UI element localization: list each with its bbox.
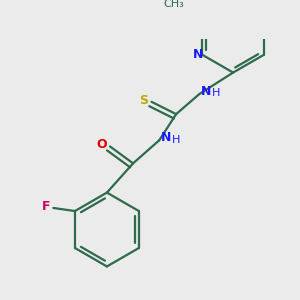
Text: CH₃: CH₃ — [163, 0, 184, 9]
Text: N: N — [193, 48, 203, 62]
Text: H: H — [172, 135, 180, 145]
Text: O: O — [96, 138, 107, 152]
Text: N: N — [161, 131, 171, 144]
Text: F: F — [42, 200, 50, 213]
Text: S: S — [140, 94, 148, 107]
Text: H: H — [212, 88, 220, 98]
Text: N: N — [201, 85, 211, 98]
